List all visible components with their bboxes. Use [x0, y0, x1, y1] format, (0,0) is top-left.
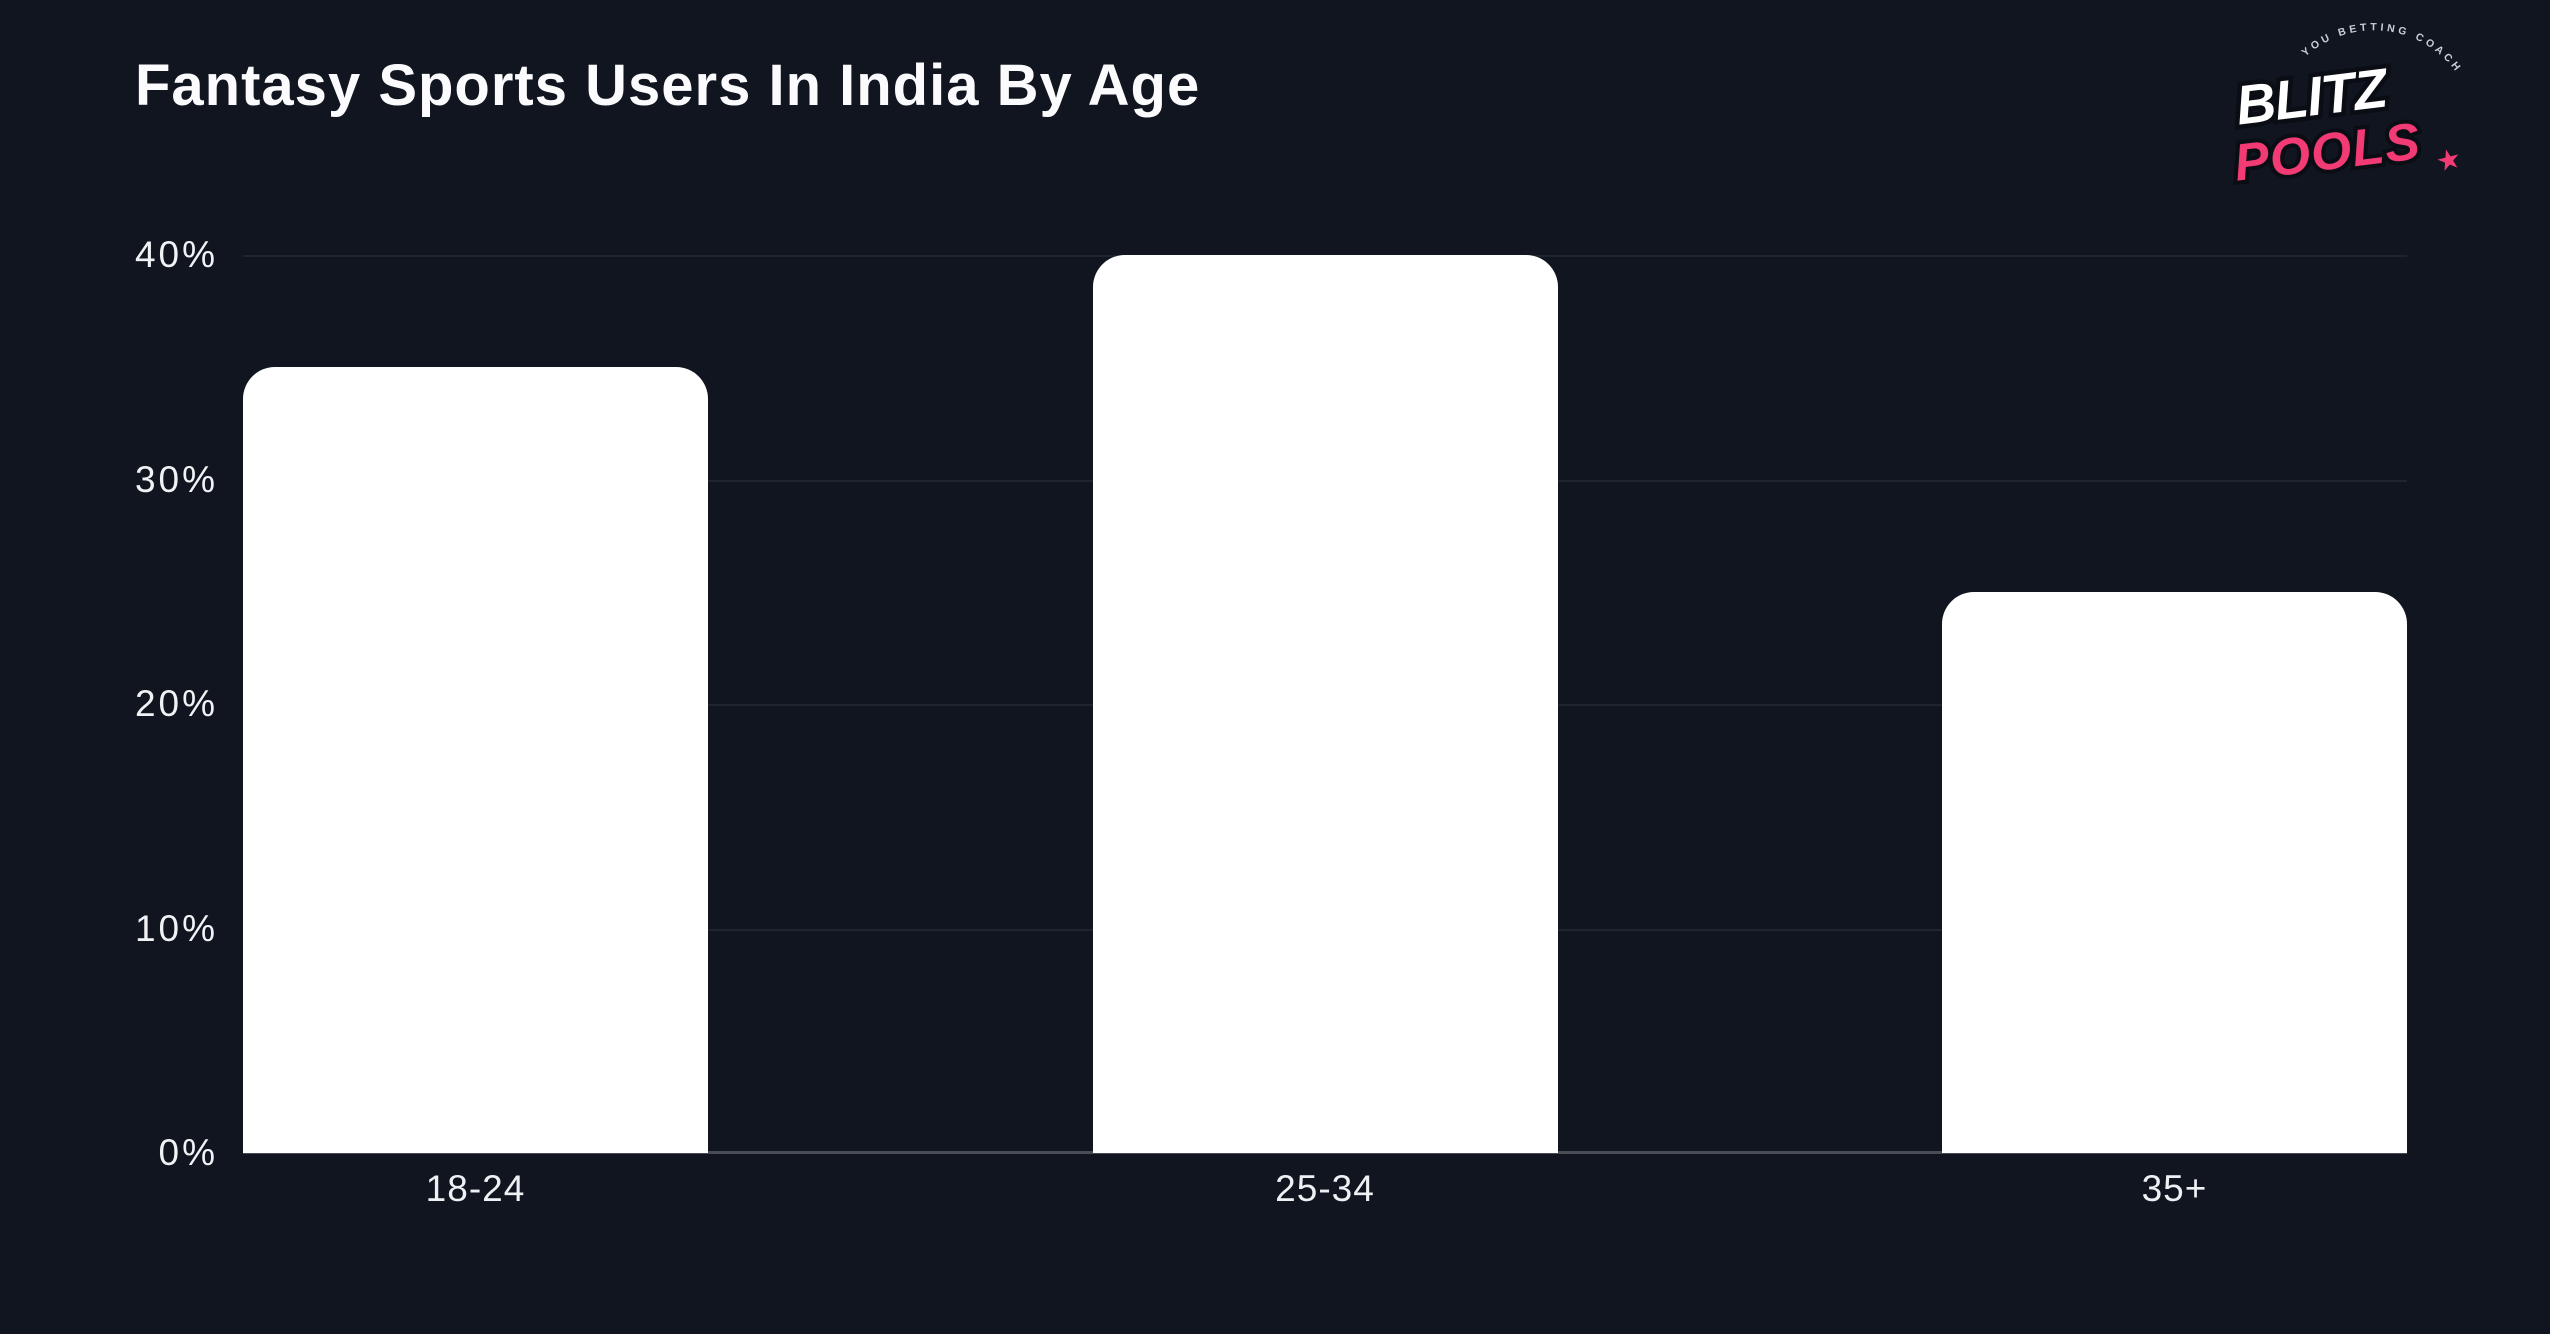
y-axis-tick-label: 0%: [158, 1132, 218, 1173]
x-axis-label: 35+: [2141, 1168, 2208, 1209]
chart-title: Fantasy Sports Users In India By Age: [135, 53, 1201, 118]
y-axis-tick-label: 40%: [134, 234, 218, 275]
y-axis-tick-label: 20%: [134, 683, 218, 724]
logo-star-icon: ★: [2432, 141, 2464, 179]
blitzpools-logo: YOU BETTING COACH BLITZ POOLS ★: [2227, 21, 2465, 190]
bar: [243, 367, 708, 1153]
bar: [1092, 255, 1558, 1153]
bar: [1942, 591, 2407, 1153]
y-axis: 40% 30% 20% 10% 0%: [0, 234, 218, 1173]
x-axis: 18-24 25-34 35+: [243, 1168, 2407, 1210]
bar-group: [243, 255, 2407, 1153]
y-axis-tick-label: 10%: [134, 907, 218, 949]
y-axis-tick-label: 30%: [134, 458, 218, 500]
x-axis-label: 25-34: [1275, 1168, 1375, 1209]
x-axis-label: 18-24: [425, 1168, 526, 1209]
plot-area: [243, 255, 2407, 1154]
